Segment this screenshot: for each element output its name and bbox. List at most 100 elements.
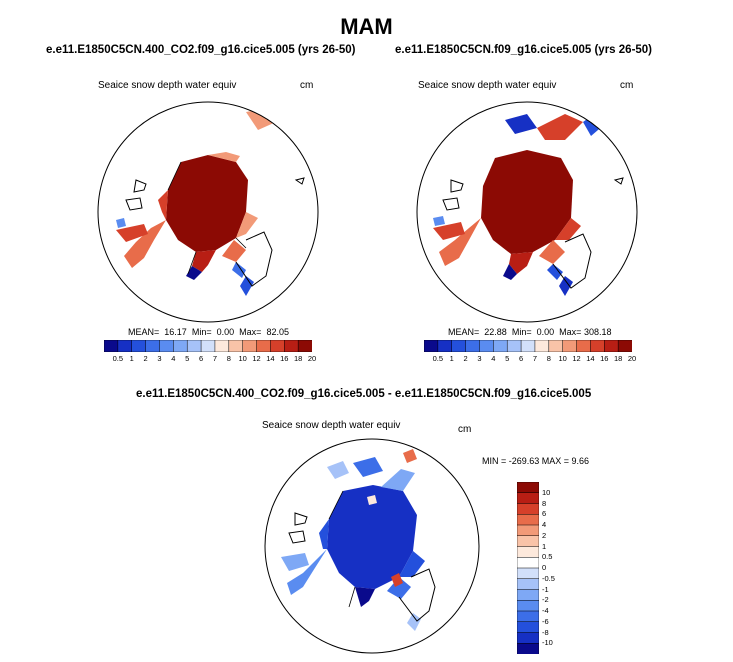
panel1-polar-map (97, 101, 319, 323)
panel1-snow-core (166, 155, 248, 252)
diff-colorbar-swatch (517, 557, 539, 569)
panel2-colorbar-swatch (562, 340, 578, 352)
panel1-colorbar-swatch (214, 340, 230, 352)
diff-colorbar-tick-label: 1 (542, 541, 547, 551)
diff-colorbar-tick-label: -2 (542, 595, 549, 605)
diff-colorbar-swatch (517, 643, 539, 654)
diff-colorbar-swatch (517, 492, 539, 505)
panel2-colorbar-tick-label: 8 (546, 354, 551, 363)
panel1-colorbar-tick-label: 7 (212, 354, 217, 363)
diff-colorbar-swatch (517, 589, 539, 601)
panel2-colorbar-tick-label: 1 (449, 354, 454, 363)
panel2-colorbar-swatch (506, 340, 522, 352)
diff-colorbar-labels: 10 8 6 4 2 1 0.5 0 -0.5 -1 -2 -4 -6 -8 -10 (542, 482, 582, 654)
panel2-colorbar-swatch (437, 340, 453, 352)
panel1-colorbar-swatch (173, 340, 188, 352)
panel1-colorbar-tick-label: 1 (129, 354, 134, 363)
panel2-colorbar-tick-label: 7 (532, 354, 537, 363)
panel1-colorbar-tick-label: 18 (293, 354, 303, 363)
panel2-colorbar-tick-label: 18 (613, 354, 623, 363)
diff-colorbar-swatch (517, 535, 539, 548)
panel1-colorbar-swatch (186, 340, 202, 352)
panel2-colorbar-tick-label: 0.5 (432, 354, 444, 363)
diff-colorbar-tick-label: -6 (542, 616, 549, 626)
panel1-colorbar-swatch (297, 340, 312, 352)
panel1-colorbar-swatch (131, 340, 147, 352)
panel2-colorbar-tick-label: 3 (477, 354, 482, 363)
diff-colorbar-swatch (517, 503, 539, 515)
diff-colorbar-swatch (517, 632, 539, 644)
panel1-colorbar-tick-label: 0.5 (112, 354, 124, 363)
panel2-stats: MEAN= 22.88 Min= 0.00 Max= 308.18 (448, 327, 612, 337)
diff-colorbar-tick-label: -10 (542, 638, 553, 648)
diff-variable: Seaice snow depth water equiv (262, 420, 401, 431)
panel1-colorbar-tick-label: 4 (171, 354, 176, 363)
diff-colorbar-swatch (517, 546, 539, 558)
diff-colorbar-swatch (517, 524, 539, 537)
diff-colorbar-swatch (517, 514, 539, 526)
panel1-colorbar-swatch (242, 340, 258, 352)
panel1-colorbar-tick-label: 8 (226, 354, 231, 363)
diff-colorbar-swatch (517, 567, 539, 580)
panel2-colorbar-swatch (424, 340, 439, 352)
diff-colorbar-tick-label: -0.5 (542, 573, 555, 583)
diff-colorbar-swatch (517, 578, 539, 591)
panel1-colorbar-swatch (159, 340, 174, 352)
panel1-colorbar-tick-label: 12 (252, 354, 261, 363)
panel2-colorbar-swatch (465, 340, 481, 352)
panel2-colorbar-swatch (617, 340, 632, 352)
diff-colorbar-swatch (517, 621, 539, 634)
panel1-colorbar-tick-label: 10 (238, 354, 247, 363)
panel2-variable: Seaice snow depth water equiv (418, 80, 557, 91)
diff-colorbar-tick-label: -1 (542, 584, 549, 594)
panel1-colorbar-swatch (256, 340, 271, 352)
diff-colorbar-tick-label: 0 (542, 563, 547, 572)
panel1-units: cm (300, 80, 314, 91)
panel1-colorbar (104, 340, 312, 352)
panel2-colorbar-tick-label: 2 (463, 354, 468, 363)
panel1-variable: Seaice snow depth water equiv (98, 80, 237, 91)
panel1-colorbar-swatch (270, 340, 285, 352)
panel1-stats: MEAN= 16.17 Min= 0.00 Max= 82.05 (128, 327, 289, 337)
panel1-colorbar-tick-label: 14 (266, 354, 275, 363)
panel2-colorbar-swatch (451, 340, 467, 352)
panel2-units: cm (620, 80, 634, 91)
diff-colorbar-tick-label: 0.5 (542, 552, 553, 562)
diff-colorbar-tick-label: 8 (542, 498, 547, 508)
panel1-colorbar-tick-label: 6 (198, 354, 204, 363)
panel1-colorbar-tick-label: 5 (185, 354, 190, 363)
panel1-snow-outer (124, 220, 166, 268)
diff-colorbar-swatch (517, 482, 539, 494)
panel2-colorbar-swatch (548, 340, 564, 352)
panel2-colorbar-swatch (576, 340, 591, 352)
diff-title: e.e11.E1850C5CN.400_CO2.f09_g16.cice5.00… (136, 388, 592, 400)
panel2-title: e.e11.E1850C5CN.f09_g16.cice5.005 (yrs 2… (395, 44, 653, 56)
panel1-colorbar-tick-label: 2 (143, 354, 148, 363)
panel1-colorbar-tick-label: 3 (157, 354, 162, 363)
diff-polar-map (264, 438, 480, 654)
season-title: MAM (340, 14, 393, 39)
diff-colorbar-tick-label: 2 (542, 530, 547, 540)
diff-minmax: MIN = -269.63 MAX = 9.66 (482, 456, 590, 466)
panel1-colorbar-swatch (284, 340, 299, 352)
panel1-colorbar-swatch (104, 340, 119, 352)
panel2-colorbar-labels: 0.5 1 2 3 4 5 6 7 8 10 12 14 16 18 20 (424, 354, 637, 366)
panel2-colorbar-tick-label: 12 (572, 354, 581, 363)
panel2-colorbar-swatch (493, 340, 508, 352)
panel2-colorbar-tick-label: 16 (600, 354, 609, 363)
panel1-colorbar-swatch (145, 340, 161, 352)
panel2-snow-core (481, 150, 573, 254)
panel2-colorbar-swatch (479, 340, 494, 352)
panel2-colorbar-swatch (604, 340, 619, 352)
panel1-colorbar-labels: 0.5 1 2 3 4 5 6 7 8 10 12 14 16 18 20 (104, 354, 317, 366)
diff-snow-core (327, 485, 417, 589)
diff-colorbar-tick-label: -4 (542, 606, 549, 615)
panel1-colorbar-swatch (200, 340, 216, 352)
panel2-colorbar-swatch (590, 340, 605, 352)
panel1-colorbar-swatch (117, 340, 133, 352)
panel2-colorbar-tick-label: 5 (505, 354, 510, 363)
diff-colorbar (517, 482, 539, 654)
panel2-colorbar-tick-label: 20 (627, 354, 637, 363)
panel1-colorbar-tick-label: 16 (280, 354, 289, 363)
